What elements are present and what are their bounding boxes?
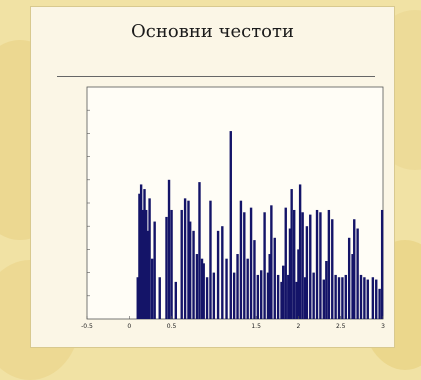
bar xyxy=(198,182,201,319)
bar xyxy=(148,198,151,319)
bar xyxy=(229,131,232,319)
bar xyxy=(260,270,263,319)
bar xyxy=(243,212,246,319)
bar xyxy=(337,277,341,319)
bar xyxy=(315,209,319,319)
bar xyxy=(334,274,337,319)
bar xyxy=(287,274,290,319)
bar xyxy=(141,209,145,319)
bar xyxy=(295,281,298,319)
bar xyxy=(297,249,300,319)
bar xyxy=(183,198,187,319)
bar xyxy=(174,281,177,319)
bar xyxy=(249,207,253,319)
bar-chart: -0.5 0 0.5 1.5 2 2.5 3 xyxy=(81,86,385,330)
bar xyxy=(143,189,146,319)
bar xyxy=(290,189,293,319)
bar xyxy=(256,274,260,319)
bar xyxy=(205,277,209,319)
bar xyxy=(266,272,270,319)
bar xyxy=(276,274,280,319)
bar xyxy=(153,221,156,319)
bar xyxy=(167,179,171,319)
bar xyxy=(150,258,154,319)
x-tick-label: 0 xyxy=(127,323,131,330)
bar xyxy=(136,277,139,319)
bar xyxy=(216,230,220,319)
bar xyxy=(303,277,307,319)
slide-title: Основни честоти xyxy=(131,21,294,42)
bar xyxy=(351,254,354,319)
bar xyxy=(273,237,276,319)
bar xyxy=(192,230,195,319)
bar xyxy=(138,193,141,319)
bar xyxy=(170,209,173,319)
bar xyxy=(282,265,285,319)
bar xyxy=(158,277,161,319)
bar xyxy=(246,258,249,319)
bar xyxy=(268,254,271,319)
bar xyxy=(359,274,363,319)
bar xyxy=(298,184,302,319)
bar xyxy=(180,209,183,319)
bar xyxy=(232,272,236,319)
bar xyxy=(312,272,315,319)
bar xyxy=(309,214,312,319)
bar xyxy=(253,240,256,319)
bar xyxy=(301,212,304,319)
bar xyxy=(353,219,356,319)
x-tick-label: 2 xyxy=(297,323,301,330)
bar xyxy=(366,279,369,319)
bar xyxy=(341,277,344,319)
bar xyxy=(187,200,190,319)
bar xyxy=(371,277,375,319)
bar xyxy=(221,226,224,319)
bar xyxy=(165,216,168,319)
bar xyxy=(225,258,228,319)
bar xyxy=(236,254,239,319)
bar xyxy=(319,212,322,319)
x-tick-label: -0.5 xyxy=(81,323,93,330)
bar xyxy=(347,237,351,319)
bar xyxy=(263,212,266,319)
bar xyxy=(363,277,366,319)
bar xyxy=(270,205,273,319)
bar xyxy=(322,279,325,319)
bar xyxy=(331,219,334,319)
bar xyxy=(239,200,243,319)
x-tick-label: 0.5 xyxy=(167,323,177,330)
bar xyxy=(327,209,331,319)
bar xyxy=(380,209,384,319)
x-tick-label: 1.5 xyxy=(251,323,261,330)
bar xyxy=(293,209,296,319)
slide: Основни честоти -0.5 0 0.5 1.5 2 2.5 3 xyxy=(30,6,395,348)
bar xyxy=(202,263,205,319)
bar xyxy=(139,184,143,319)
bar xyxy=(325,261,328,319)
bar xyxy=(145,209,148,319)
bar xyxy=(378,288,381,319)
bar xyxy=(288,228,292,319)
bar xyxy=(146,230,150,319)
x-tick-label: 3 xyxy=(381,323,385,330)
bar xyxy=(375,279,378,319)
subtitle-underline xyxy=(57,76,375,77)
bar xyxy=(305,226,309,319)
bar xyxy=(356,228,359,319)
bar xyxy=(188,221,192,319)
bar xyxy=(212,272,216,319)
bar xyxy=(200,258,204,319)
bar xyxy=(209,200,212,319)
bar xyxy=(195,254,199,319)
bar xyxy=(284,207,287,319)
bar xyxy=(280,281,283,319)
bar xyxy=(344,274,347,319)
x-tick-label: 2.5 xyxy=(336,323,346,330)
